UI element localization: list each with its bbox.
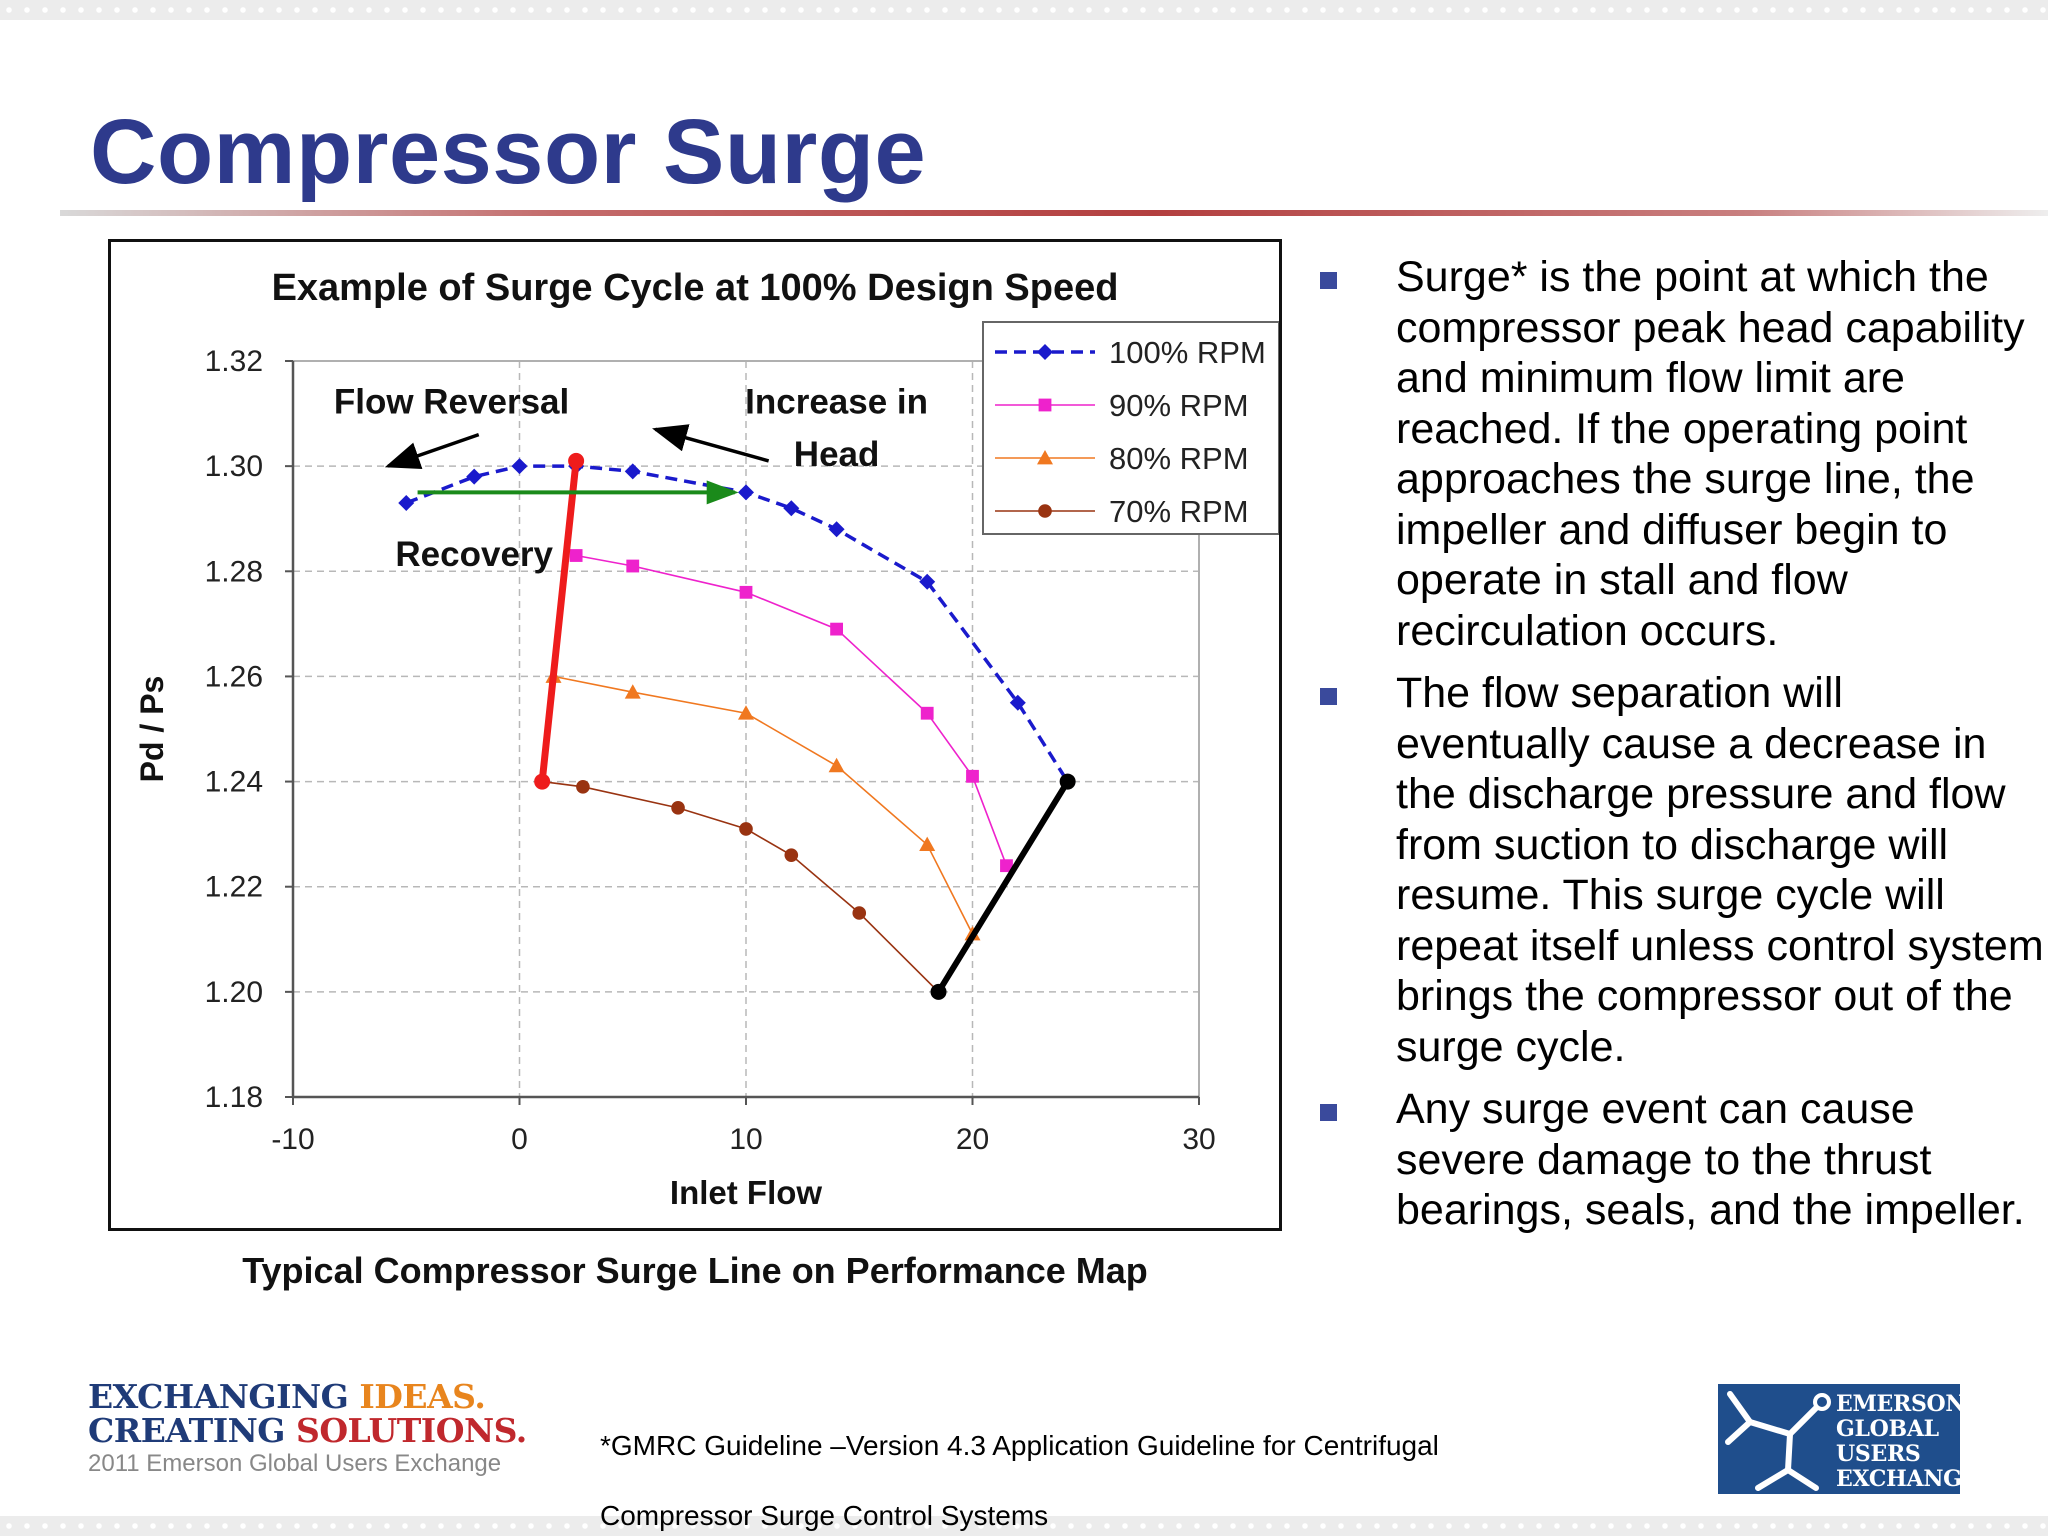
y-tick-label: 1.28 [205, 555, 263, 588]
data-point-70-rpm [739, 822, 753, 836]
bullet-text: The flow separation will eventually caus… [1396, 669, 2044, 1071]
y-tick-label: 1.22 [205, 871, 263, 904]
stonewall-end-top [1059, 773, 1076, 790]
surge-line-end-top [568, 452, 585, 469]
brand-creating: CREATING [88, 1411, 285, 1450]
chart-svg: Example of Surge Cycle at 100% Design Sp… [134, 267, 1279, 1211]
emerson-global-users-exchange-logo: EMERSON GLOBAL USERS EXCHANGE [1718, 1384, 1960, 1494]
data-point-100-rpm [624, 463, 641, 480]
data-point-100-rpm [783, 500, 800, 517]
y-axis-label: Pd / Ps [134, 676, 170, 783]
legend-box [982, 321, 1279, 535]
surge-line [538, 457, 580, 786]
network-graphic-icon [1725, 1391, 1831, 1491]
data-point-100-rpm [919, 573, 936, 590]
data-point-100-rpm [398, 494, 415, 511]
series-line-80-rpm [553, 675, 974, 935]
data-point-90-rpm [920, 706, 934, 720]
legend-marker-70-rpm [1038, 504, 1052, 518]
bullet-square-icon [1320, 688, 1337, 705]
bullet-list: Surge* is the point at which the compres… [1316, 252, 2048, 1248]
y-tick-label: 1.32 [205, 345, 263, 378]
brand-ideas: IDEAS. [359, 1377, 486, 1416]
data-point-90-rpm [626, 559, 640, 573]
chart-caption: Typical Compressor Surge Line on Perform… [242, 1250, 1148, 1291]
increase-head-arrow [652, 424, 770, 463]
top-dot-band [0, 0, 2048, 20]
footer-brand: EXCHANGING IDEAS. CREATING SOLUTIONS. 20… [88, 1380, 527, 1478]
series-line-100-rpm [405, 464, 1070, 783]
x-tick-label: 20 [956, 1123, 989, 1156]
logo-text-emerson: EMERSON [1836, 1391, 1960, 1417]
legend-marker-80-rpm [1037, 450, 1053, 465]
annotation-increase-in-head-1: Increase in [745, 383, 928, 422]
x-tick-label: -10 [271, 1123, 314, 1156]
legend-label-90-rpm: 90% RPM [1109, 388, 1249, 423]
annotation-recovery: Recovery [395, 535, 553, 574]
brand-line-2: CREATING SOLUTIONS. [88, 1414, 527, 1448]
chart-frame: Example of Surge Cycle at 100% Design Sp… [108, 239, 1282, 1231]
bullet-square-icon [1320, 1104, 1337, 1121]
logo-text: EMERSON GLOBAL USERS EXCHANGE [1836, 1392, 1960, 1492]
data-point-90-rpm [1000, 859, 1013, 873]
logo-text-global: GLOBAL [1836, 1416, 1939, 1442]
data-point-80-rpm [919, 836, 936, 852]
legend-marker-90-rpm [1038, 398, 1052, 412]
flow-reversal-arrow [384, 432, 480, 470]
stonewall-end-bottom [930, 983, 947, 1000]
surge-line-end-bottom [534, 773, 551, 790]
legend-label-100-rpm: 100% RPM [1109, 335, 1266, 370]
data-point-80-rpm [828, 757, 845, 773]
y-tick-label: 1.26 [205, 660, 263, 693]
legend-label-70-rpm: 70% RPM [1109, 494, 1249, 529]
data-point-90-rpm [739, 585, 753, 599]
chart-title: Example of Surge Cycle at 100% Design Sp… [272, 267, 1119, 309]
x-tick-label: 30 [1182, 1123, 1215, 1156]
data-point-70-rpm [576, 780, 590, 794]
bullet-item-surge-definition: Surge* is the point at which the compres… [1316, 252, 2048, 656]
data-point-100-rpm [511, 458, 528, 475]
logo-text-users: USERS [1836, 1441, 1921, 1467]
legend-label-80-rpm: 80% RPM [1109, 441, 1249, 476]
brand-exchanging: EXCHANGING [88, 1377, 349, 1416]
legend-marker-100-rpm [1037, 344, 1053, 360]
bottom-dot-band [0, 1516, 2048, 1536]
y-tick-label: 1.20 [205, 976, 263, 1009]
title-rule [60, 210, 2048, 216]
x-tick-label: 0 [511, 1123, 528, 1156]
data-point-100-rpm [828, 521, 845, 538]
data-point-100-rpm [466, 468, 483, 485]
brand-line-1: EXCHANGING IDEAS. [88, 1380, 527, 1414]
slide-title: Compressor Surge [90, 101, 927, 203]
bullet-square-icon [1320, 272, 1337, 289]
stonewall-line [935, 778, 1071, 995]
annotation-increase-in-head-2: Head [794, 435, 880, 474]
data-point-80-rpm [624, 684, 641, 699]
x-tick-label: 10 [729, 1123, 762, 1156]
y-tick-label: 1.24 [205, 766, 263, 799]
data-point-90-rpm [830, 622, 843, 636]
footnote-line-2: Compressor Surge Control Systems [600, 1500, 1049, 1531]
y-tick-label: 1.30 [205, 450, 263, 483]
bullet-item-surge-damage: Any surge event can cause severe damage … [1316, 1084, 2048, 1236]
data-point-90-rpm [966, 769, 979, 783]
data-point-80-rpm [738, 705, 754, 720]
bullet-text: Surge* is the point at which the compres… [1396, 253, 2025, 655]
brand-solutions: SOLUTIONS. [295, 1411, 527, 1450]
x-axis-label: Inlet Flow [670, 1174, 822, 1211]
data-point-70-rpm [852, 906, 867, 920]
data-point-100-rpm [738, 484, 754, 501]
data-point-100-rpm [1009, 694, 1026, 711]
bullet-item-flow-separation: The flow separation will eventually caus… [1316, 668, 2048, 1072]
data-point-70-rpm [671, 801, 685, 815]
brand-subline: 2011 Emerson Global Users Exchange [88, 1450, 502, 1477]
bullet-text: Any surge event can cause severe damage … [1396, 1085, 2025, 1234]
data-point-90-rpm [569, 549, 583, 562]
annotation-flow-reversal: Flow Reversal [334, 383, 569, 422]
footnote-line-1: *GMRC Guideline –Version 4.3 Application… [600, 1430, 1439, 1461]
y-tick-label: 1.18 [205, 1081, 263, 1114]
data-point-70-rpm [784, 848, 799, 862]
logo-text-exchange: EXCHANGE [1836, 1466, 1960, 1492]
